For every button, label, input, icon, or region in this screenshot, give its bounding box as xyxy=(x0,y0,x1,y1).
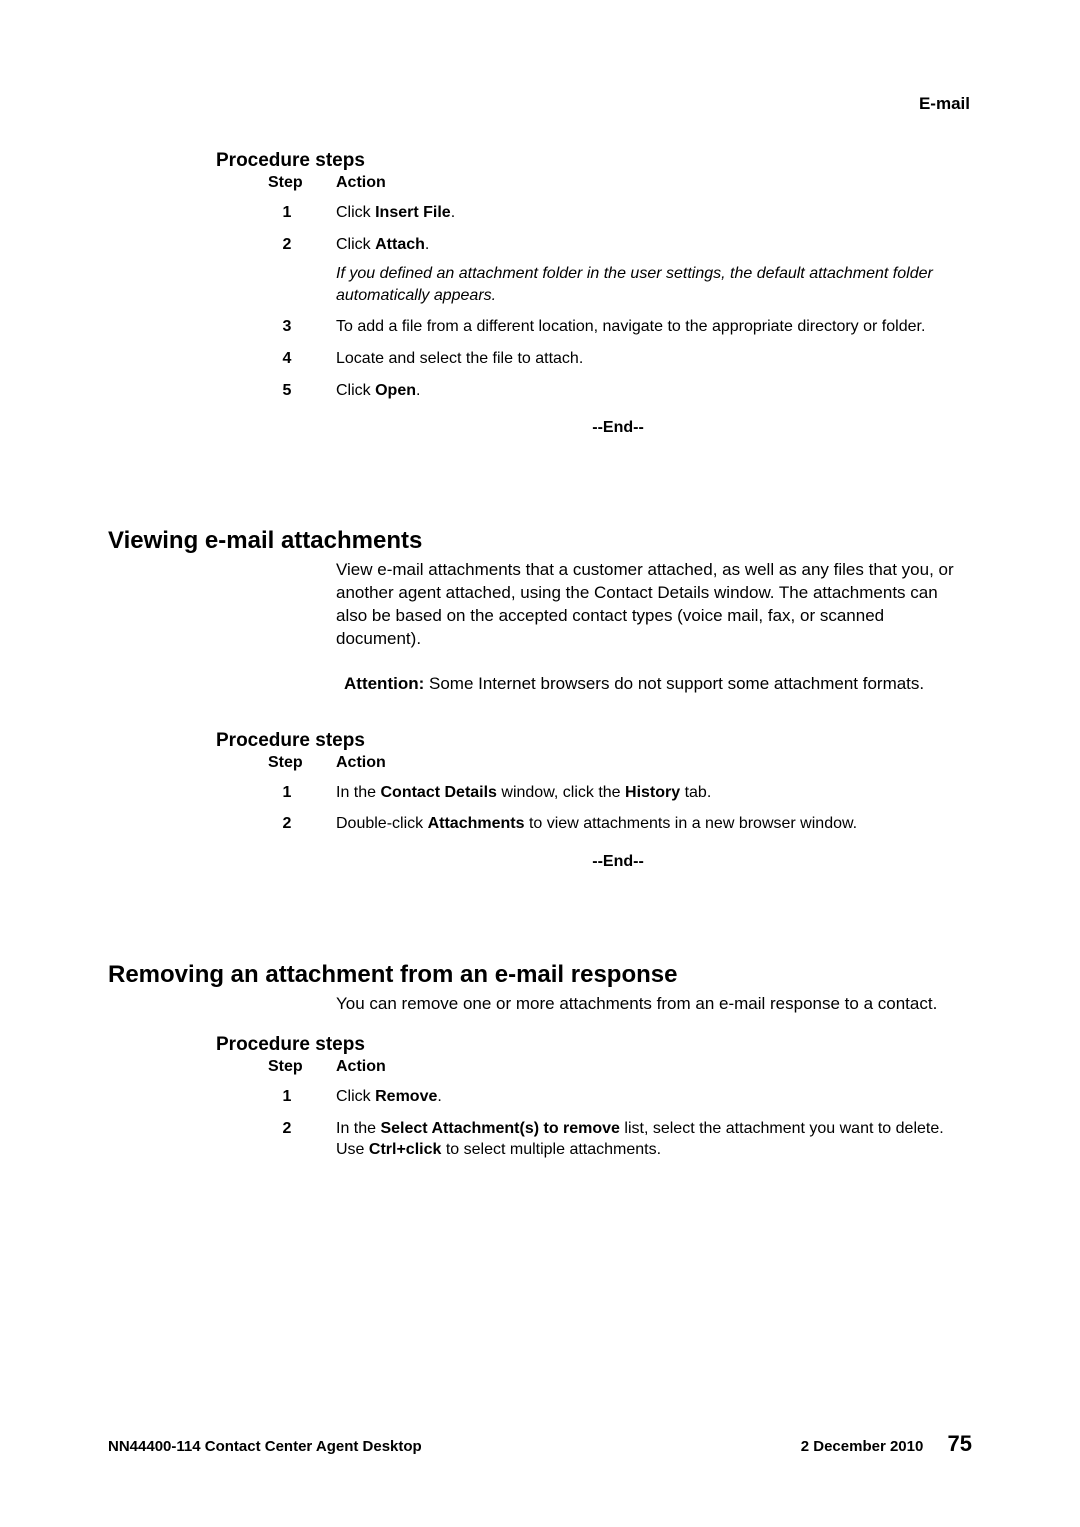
attention-text: Some Internet browsers do not support so… xyxy=(429,674,924,693)
step-row: 2 Double-click Attachments to view attac… xyxy=(268,813,968,835)
footer-date: 2 December 2010 xyxy=(801,1438,924,1455)
step-action: To add a file from a different location,… xyxy=(336,316,968,338)
col-header-action: Action xyxy=(336,754,968,772)
step-number: 3 xyxy=(268,316,336,338)
step-row: 2 In the Select Attachment(s) to remove … xyxy=(268,1118,968,1161)
footer-doc-id: NN44400-114 Contact Center Agent Desktop xyxy=(108,1438,422,1455)
step-action: Click Attach. If you defined an attachme… xyxy=(336,234,968,307)
step-action: Locate and select the file to attach. xyxy=(336,348,968,370)
section2-paragraph: View e-mail attachments that a customer … xyxy=(336,559,968,651)
step-row: 1 Click Insert File. xyxy=(268,202,968,224)
step-number: 2 xyxy=(268,1118,336,1140)
col-header-action: Action xyxy=(336,1058,968,1076)
footer-right: 2 December 2010 75 xyxy=(801,1431,972,1457)
col-header-step: Step xyxy=(268,754,336,772)
step-action: Click Open. xyxy=(336,380,968,402)
step-row: 1 Click Remove. xyxy=(268,1086,968,1108)
step-number: 2 xyxy=(268,813,336,835)
step-table-3: Step Action 1 Click Remove. 2 In the Sel… xyxy=(268,1058,968,1161)
section3-paragraph: You can remove one or more attachments f… xyxy=(336,993,968,1016)
step-table-1: Step Action 1 Click Insert File. 2 Click… xyxy=(268,174,968,401)
step-number: 4 xyxy=(268,348,336,370)
step-number: 5 xyxy=(268,380,336,402)
end-marker: --End-- xyxy=(268,853,968,871)
step-action: Click Insert File. xyxy=(336,202,968,224)
col-header-step: Step xyxy=(268,174,336,192)
col-header-step: Step xyxy=(268,1058,336,1076)
step-number: 1 xyxy=(268,782,336,804)
attention-note: Attention: Some Internet browsers do not… xyxy=(344,673,968,696)
step-number: 1 xyxy=(268,1086,336,1108)
attention-label: Attention: xyxy=(344,674,424,693)
step-number: 2 xyxy=(268,234,336,256)
step-row: 4 Locate and select the file to attach. xyxy=(268,348,968,370)
step-action: Double-click Attachments to view attachm… xyxy=(336,813,968,835)
step-table-2: Step Action 1 In the Contact Details win… xyxy=(268,754,968,835)
step-row: 2 Click Attach. If you defined an attach… xyxy=(268,234,968,307)
step-action: Click Remove. xyxy=(336,1086,968,1108)
step-row: 3 To add a file from a different locatio… xyxy=(268,316,968,338)
step-row: 5 Click Open. xyxy=(268,380,968,402)
step-action: In the Contact Details window, click the… xyxy=(336,782,968,804)
procedure-steps-heading-2: Procedure steps xyxy=(216,730,968,752)
step-action: In the Select Attachment(s) to remove li… xyxy=(336,1118,968,1161)
section-title-viewing: Viewing e-mail attachments xyxy=(108,527,968,555)
col-header-action: Action xyxy=(336,174,968,192)
step-note: If you defined an attachment folder in t… xyxy=(336,263,968,306)
end-marker: --End-- xyxy=(268,419,968,437)
page-category: E-mail xyxy=(919,94,970,114)
procedure-steps-heading: Procedure steps xyxy=(216,150,968,172)
footer-page-number: 75 xyxy=(948,1431,972,1456)
page-footer: NN44400-114 Contact Center Agent Desktop… xyxy=(108,1431,972,1457)
step-row: 1 In the Contact Details window, click t… xyxy=(268,782,968,804)
section-title-removing: Removing an attachment from an e-mail re… xyxy=(108,961,968,989)
step-number: 1 xyxy=(268,202,336,224)
procedure-steps-heading-3: Procedure steps xyxy=(216,1034,968,1056)
